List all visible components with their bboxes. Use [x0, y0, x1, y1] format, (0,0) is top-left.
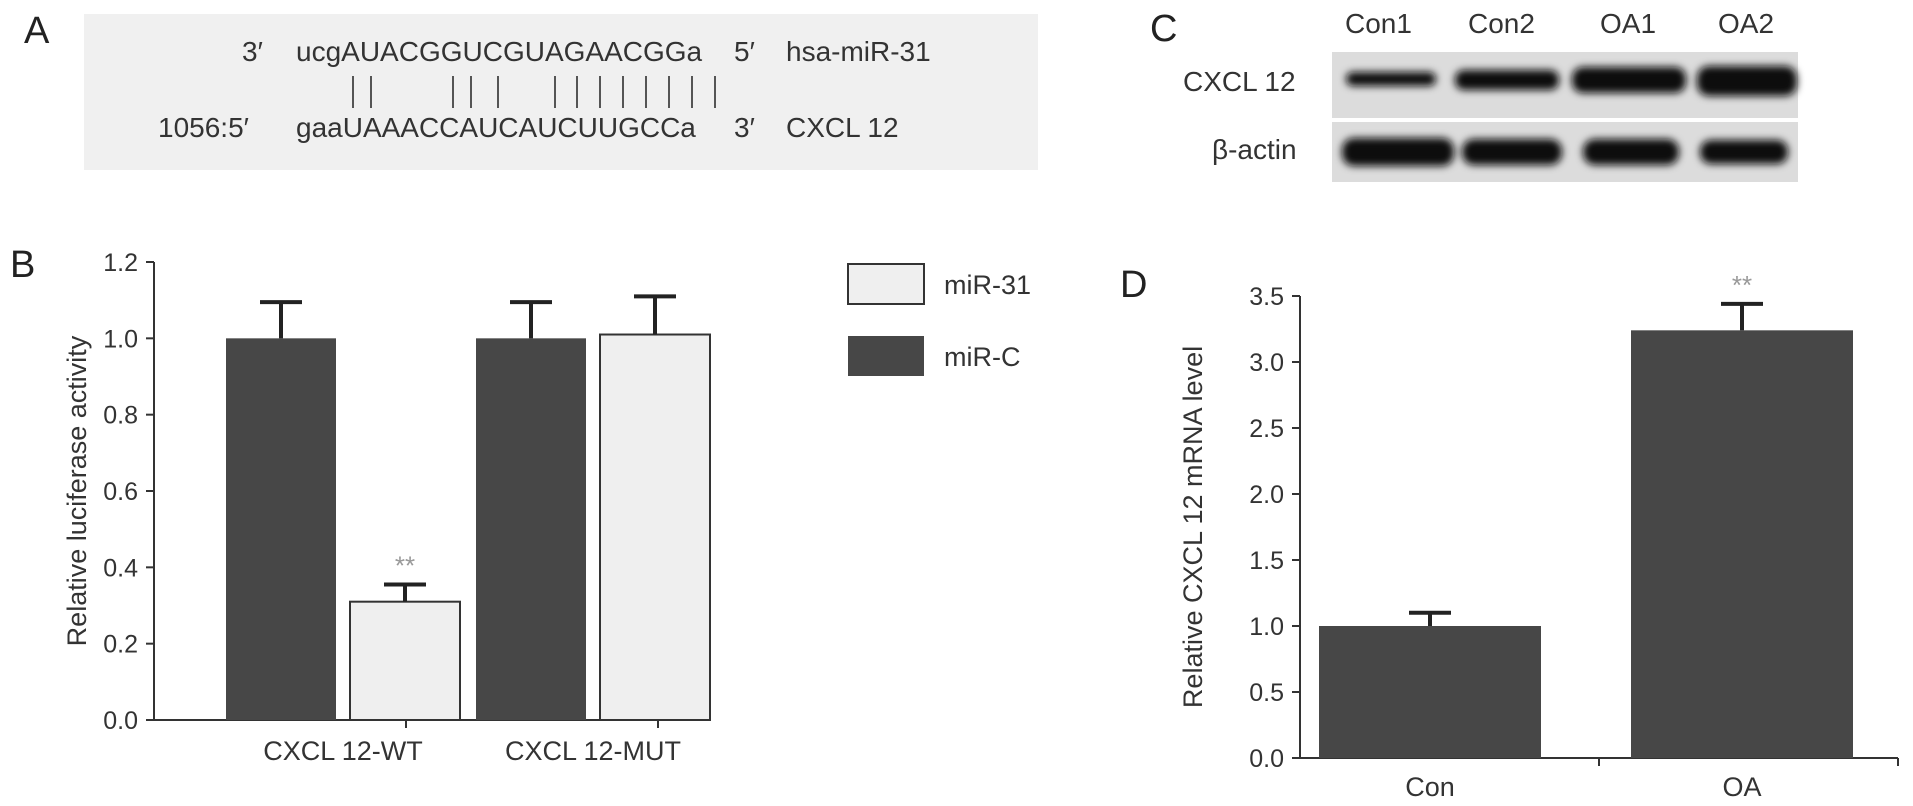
- y-tick-label: 0.6: [103, 478, 138, 506]
- blot-row-label: β-actin: [1212, 134, 1297, 165]
- blot-band-cxcl12-con1: [1346, 72, 1436, 86]
- top-suffix: 5′: [734, 36, 755, 67]
- y-tick-label: 1.5: [1249, 547, 1284, 575]
- top-prefix: 3′: [242, 36, 263, 67]
- blot-band-actin-con1: [1342, 138, 1454, 166]
- pair-line: [576, 76, 578, 108]
- legend-swatch: [848, 336, 924, 376]
- bar-mir-c: [226, 338, 336, 720]
- y-tick-label: 1.2: [103, 249, 138, 277]
- bar-con: [1319, 626, 1541, 758]
- y-tick-label: 1.0: [103, 325, 138, 353]
- y-tick-label: 0.4: [103, 554, 138, 582]
- top-name: hsa-miR-31: [786, 36, 931, 67]
- bar-mir-31: [599, 333, 711, 721]
- pair-line: [714, 76, 716, 108]
- y-axis-title: Relative CXCL 12 mRNA level: [1178, 346, 1208, 708]
- panel-b-label: B: [10, 244, 36, 286]
- pair-line: [452, 76, 454, 108]
- blot-band-actin-oa1: [1583, 139, 1679, 165]
- panel-c-label: C: [1150, 8, 1178, 50]
- y-tick-label: 3.0: [1249, 349, 1284, 377]
- pair-line: [352, 76, 354, 108]
- blot-lane-label: OA1: [1600, 8, 1657, 39]
- alignment-box: 3′ ucgAUACGGUCGUAGAACGGa 5′ hsa-miR-31 1…: [84, 14, 1038, 170]
- legend-label: miR-C: [944, 342, 1020, 372]
- panel-d-label: D: [1120, 264, 1148, 306]
- pair-line: [691, 76, 693, 108]
- y-tick-label: 0.5: [1249, 679, 1284, 707]
- y-tick-label: 1.0: [1249, 613, 1284, 641]
- panel-a-label: A: [24, 10, 50, 52]
- y-tick-label: 0.2: [103, 631, 138, 659]
- chart-b: 0.0 0.2 0.4 0.6 0.8 1.0 1.2 CXCL 12-WT CXCL 12-M…: [62, 249, 1031, 766]
- y-tick-label: 0.8: [103, 402, 138, 430]
- pair-line: [470, 76, 472, 108]
- x-category-label: OA: [1722, 772, 1761, 802]
- y-tick-label: 0.0: [103, 707, 138, 735]
- blot-lane-label: Con2: [1468, 8, 1535, 39]
- blot-lane-label: OA2: [1718, 8, 1775, 39]
- chart-d: 0.0 0.5 1.0 1.5 2.0 2.5 3.0 3.5 Con OA ** Relative …: [1178, 270, 1899, 802]
- blot-band-actin-oa2: [1700, 140, 1788, 164]
- bar-oa: [1631, 330, 1853, 758]
- blot-band-cxcl12-con2: [1455, 70, 1559, 90]
- bar-mir-31: [349, 600, 461, 722]
- bottom-sequence: gaaUAAACCAUCAUCUUGCCa: [296, 112, 696, 143]
- blot-band-actin-con2: [1462, 139, 1562, 165]
- y-tick-label: 2.0: [1249, 481, 1284, 509]
- blot-band-cxcl12-oa2: [1697, 66, 1797, 96]
- pair-line: [622, 76, 624, 108]
- y-tick-label: 3.5: [1249, 283, 1284, 311]
- y-tick-label: 0.0: [1249, 745, 1284, 773]
- top-sequence: ucgAUACGGUCGUAGAACGGa: [296, 36, 703, 67]
- pair-line: [497, 76, 499, 108]
- blot-lane-label: Con1: [1345, 8, 1412, 39]
- pair-line: [599, 76, 601, 108]
- bar-mir-c: [476, 338, 586, 720]
- blot-strip: [1332, 52, 1798, 182]
- bottom-name: CXCL 12: [786, 112, 899, 143]
- pair-line: [554, 76, 556, 108]
- y-tick-label: 2.5: [1249, 415, 1284, 443]
- significance-mark: **: [395, 551, 415, 581]
- blot-row-label: CXCL 12: [1183, 66, 1296, 97]
- legend-label: miR-31: [944, 270, 1031, 300]
- pair-line: [668, 76, 670, 108]
- x-category-label: CXCL 12-WT: [263, 736, 423, 766]
- legend-swatch: [847, 263, 925, 305]
- x-category-label: Con: [1405, 772, 1455, 802]
- pair-line: [645, 76, 647, 108]
- significance-mark: **: [1732, 270, 1752, 300]
- pair-line: [370, 76, 372, 108]
- x-category-label: CXCL 12-MUT: [505, 736, 681, 766]
- y-axis-title: Relative luciferase activity: [62, 335, 92, 646]
- blot-band-cxcl12-oa1: [1572, 67, 1686, 93]
- bottom-prefix: 1056:5′: [158, 112, 249, 143]
- bottom-suffix: 3′: [734, 112, 755, 143]
